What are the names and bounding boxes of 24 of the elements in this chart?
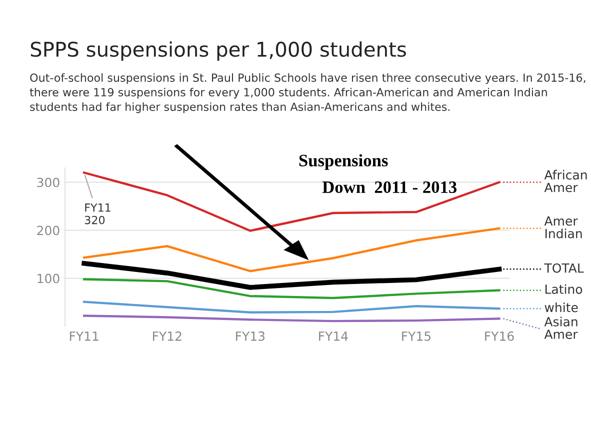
y-tick-label: 200 (37, 226, 60, 236)
x-tick-label: FY11 (70, 332, 98, 341)
line-series (82, 300, 500, 314)
legend-label: Latino (545, 284, 582, 294)
legend-label: white (544, 302, 578, 312)
legend-label: African Amer (544, 170, 587, 192)
line-series (82, 172, 500, 232)
y-tick-label: 100 (38, 274, 60, 284)
line-series (82, 227, 500, 272)
legend-label: Asian Amer (544, 316, 578, 339)
annotation: Suspensions (299, 154, 388, 170)
annotation: FY11 320 (84, 204, 110, 224)
x-tick-label: FY14 (319, 332, 348, 341)
x-tick-label: FY13 (236, 331, 265, 341)
x-tick-label: FY16 (485, 331, 514, 341)
line-series (82, 278, 500, 300)
chart-title: SPPS suspensions per 1,000 students (30, 41, 406, 61)
chart-subtitle: Out-of-school suspensions in St. Paul Public Schools have risen three consecutive years. In 2015-16, there were 119 suspensions for every 1,000 students. African-American and American Indian students had far higher suspension rates than Asian-Americans and whites. (30, 73, 586, 114)
x-tick-label: FY15 (402, 332, 430, 341)
y-tick-label: 300 (37, 178, 60, 188)
x-tick-label: FY12 (152, 331, 182, 341)
legend-label: Amer Indian (544, 216, 582, 238)
legend-label: TOTAL (544, 263, 584, 273)
annotation: Down 2011 - 2013 (322, 181, 457, 194)
